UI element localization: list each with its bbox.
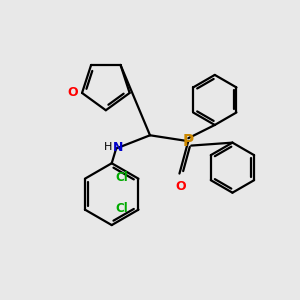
Text: Cl: Cl: [116, 202, 128, 215]
Text: O: O: [68, 86, 79, 100]
Text: N: N: [113, 141, 124, 154]
Text: O: O: [176, 180, 186, 193]
Text: P: P: [183, 134, 194, 149]
Text: H: H: [104, 142, 112, 152]
Text: Cl: Cl: [116, 171, 128, 184]
